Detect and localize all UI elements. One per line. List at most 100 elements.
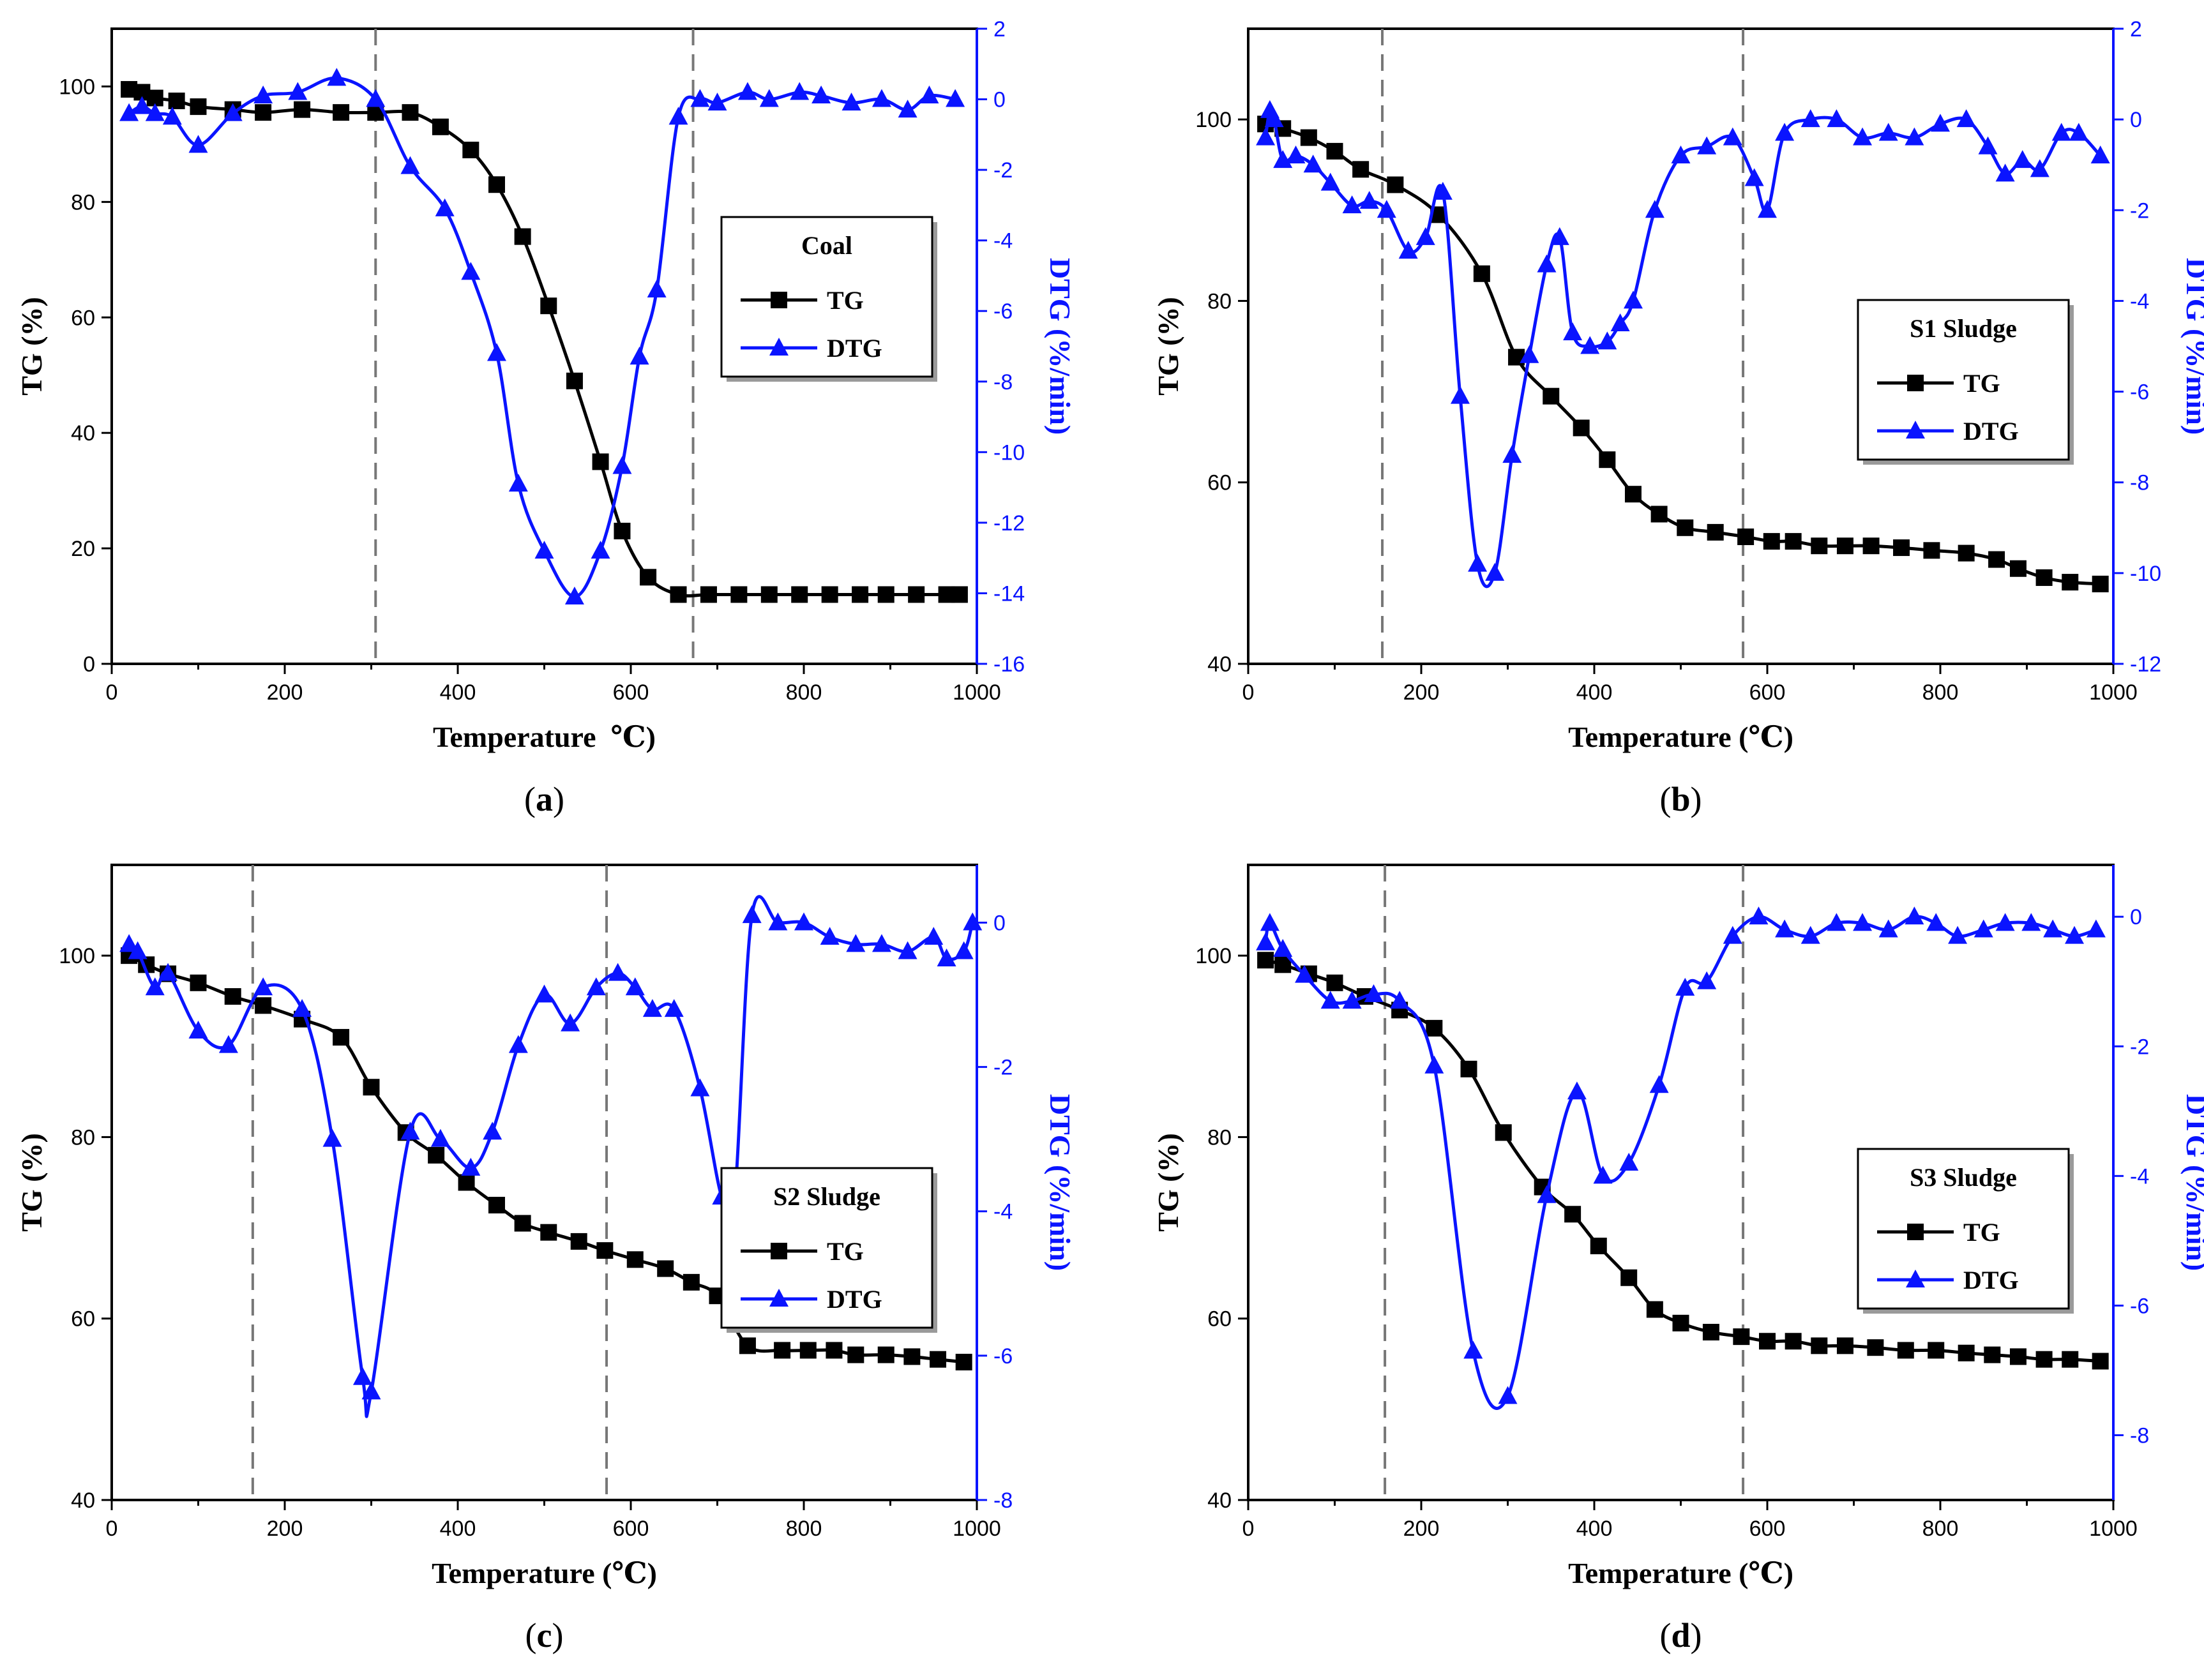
data-point-dtg bbox=[1320, 172, 1340, 191]
y-right-tick-label: 0 bbox=[993, 911, 1006, 935]
series-line-dtg bbox=[1264, 915, 2097, 1410]
data-point-tg bbox=[1893, 539, 1910, 557]
data-point-dtg bbox=[322, 1129, 342, 1147]
data-point-tg bbox=[1763, 533, 1780, 550]
data-point-dtg bbox=[145, 977, 165, 996]
data-point-tg bbox=[1590, 1238, 1607, 1254]
data-point-dtg bbox=[1485, 562, 1505, 581]
data-point-tg bbox=[760, 586, 778, 603]
legend-box bbox=[1857, 1148, 2070, 1310]
data-point-dtg bbox=[963, 912, 983, 931]
data-point-tg bbox=[730, 586, 748, 603]
data-point-dtg bbox=[937, 948, 956, 966]
data-point-dtg bbox=[1905, 127, 1924, 146]
data-point-dtg bbox=[1853, 127, 1873, 146]
data-point-dtg bbox=[145, 103, 165, 121]
x-tick-label: 0 bbox=[106, 680, 118, 705]
data-point-tg bbox=[592, 453, 609, 470]
data-point-tg bbox=[1707, 523, 1724, 541]
data-point-dtg bbox=[1878, 919, 1898, 938]
data-point-dtg bbox=[534, 541, 554, 559]
data-point-dtg bbox=[2043, 919, 2063, 938]
y-left-tick-label: 0 bbox=[83, 652, 95, 677]
data-point-dtg bbox=[1758, 200, 1777, 218]
data-point-tg bbox=[1326, 142, 1343, 160]
data-point-dtg bbox=[1390, 991, 1410, 1009]
data-point-dtg bbox=[400, 156, 420, 174]
data-point-tg bbox=[826, 1342, 843, 1359]
data-point-tg bbox=[363, 1079, 380, 1096]
data-point-tg bbox=[1473, 265, 1490, 282]
legend-box bbox=[1857, 299, 2070, 461]
data-point-dtg bbox=[1377, 200, 1396, 218]
y-right-tick-label: -2 bbox=[2130, 1035, 2149, 1059]
data-point-tg bbox=[955, 1353, 972, 1370]
data-point-dtg bbox=[1956, 109, 1976, 128]
data-point-dtg bbox=[461, 262, 481, 280]
data-point-dtg bbox=[872, 934, 891, 952]
y-left-tick-label: 20 bbox=[71, 537, 95, 561]
data-point-tg bbox=[402, 104, 419, 121]
data-point-tg bbox=[570, 1233, 587, 1250]
panel-caption: (a) bbox=[524, 780, 564, 818]
data-point-dtg bbox=[1827, 913, 1846, 931]
chart-svg-b: 0 200 400 600 800 1000 40 60 80 100 -12 -10 -8 -6 -4 -2… bbox=[1152, 17, 2204, 818]
y-left-tick-label: 100 bbox=[1195, 944, 1232, 968]
y-right-tick-label: -6 bbox=[993, 299, 1013, 324]
y-right-axis-title: DTG (%/min) bbox=[1044, 1094, 1076, 1271]
legend-swatch-marker bbox=[769, 1289, 789, 1307]
data-point-dtg bbox=[1415, 227, 1435, 245]
data-point-tg bbox=[1867, 1339, 1884, 1356]
y-left-axis-title: TG (%) bbox=[15, 297, 48, 396]
data-point-dtg bbox=[872, 89, 891, 107]
data-point-tg bbox=[877, 586, 894, 603]
data-point-tg bbox=[294, 101, 311, 118]
x-axis-title: Temperature (℃) bbox=[1568, 721, 1793, 753]
data-point-dtg bbox=[586, 977, 606, 996]
data-point-dtg bbox=[1775, 123, 1795, 141]
data-point-dtg bbox=[162, 107, 182, 125]
data-point-dtg bbox=[820, 927, 840, 945]
y-right-tick-label: 2 bbox=[993, 17, 1006, 41]
data-point-dtg bbox=[1723, 127, 1742, 146]
data-point-dtg bbox=[1931, 114, 1950, 132]
legend-title: S3 Sludge bbox=[1910, 1163, 2017, 1192]
data-point-tg bbox=[1836, 537, 1853, 555]
data-point-dtg bbox=[1364, 984, 1384, 1003]
x-tick-label: 400 bbox=[1576, 1517, 1613, 1541]
data-point-dtg bbox=[461, 1157, 481, 1176]
y-right-axis-title: DTG (%/min) bbox=[2180, 258, 2204, 435]
y-right-tick-label: -10 bbox=[2130, 562, 2161, 586]
data-point-dtg bbox=[1359, 191, 1379, 209]
data-point-dtg bbox=[612, 456, 632, 474]
data-point-dtg bbox=[1645, 200, 1664, 218]
data-point-tg bbox=[1733, 1328, 1750, 1346]
data-point-dtg bbox=[2030, 159, 2049, 177]
panel-caption: (d) bbox=[1659, 1616, 1702, 1654]
data-point-tg bbox=[1958, 544, 1975, 562]
y-right-tick-label: -8 bbox=[2130, 1423, 2149, 1448]
data-point-dtg bbox=[846, 934, 866, 952]
data-point-tg bbox=[2035, 569, 2053, 586]
data-point-dtg bbox=[1649, 1075, 1669, 1093]
y-left-axis-title: TG (%) bbox=[1152, 1133, 1184, 1232]
data-point-dtg bbox=[668, 107, 688, 125]
data-point-tg bbox=[670, 586, 687, 603]
data-point-tg bbox=[1958, 1344, 1975, 1361]
data-point-tg bbox=[540, 297, 557, 315]
legend: S1 Sludge TG DTG bbox=[1857, 299, 2074, 465]
x-tick-label: 200 bbox=[267, 680, 303, 705]
legend-swatch-marker bbox=[1906, 1270, 1925, 1287]
data-point-tg bbox=[488, 1197, 505, 1214]
data-point-dtg bbox=[768, 912, 788, 931]
data-point-dtg bbox=[1256, 127, 1276, 146]
data-point-tg bbox=[1897, 1342, 1914, 1359]
data-point-dtg bbox=[188, 1021, 208, 1039]
x-tick-label: 600 bbox=[1749, 1517, 1786, 1541]
data-point-tg bbox=[190, 98, 207, 116]
data-point-tg bbox=[657, 1260, 674, 1277]
data-point-dtg bbox=[647, 280, 667, 298]
y-left-tick-label: 100 bbox=[59, 944, 95, 968]
data-point-dtg bbox=[1502, 445, 1522, 463]
data-point-dtg bbox=[119, 934, 139, 952]
